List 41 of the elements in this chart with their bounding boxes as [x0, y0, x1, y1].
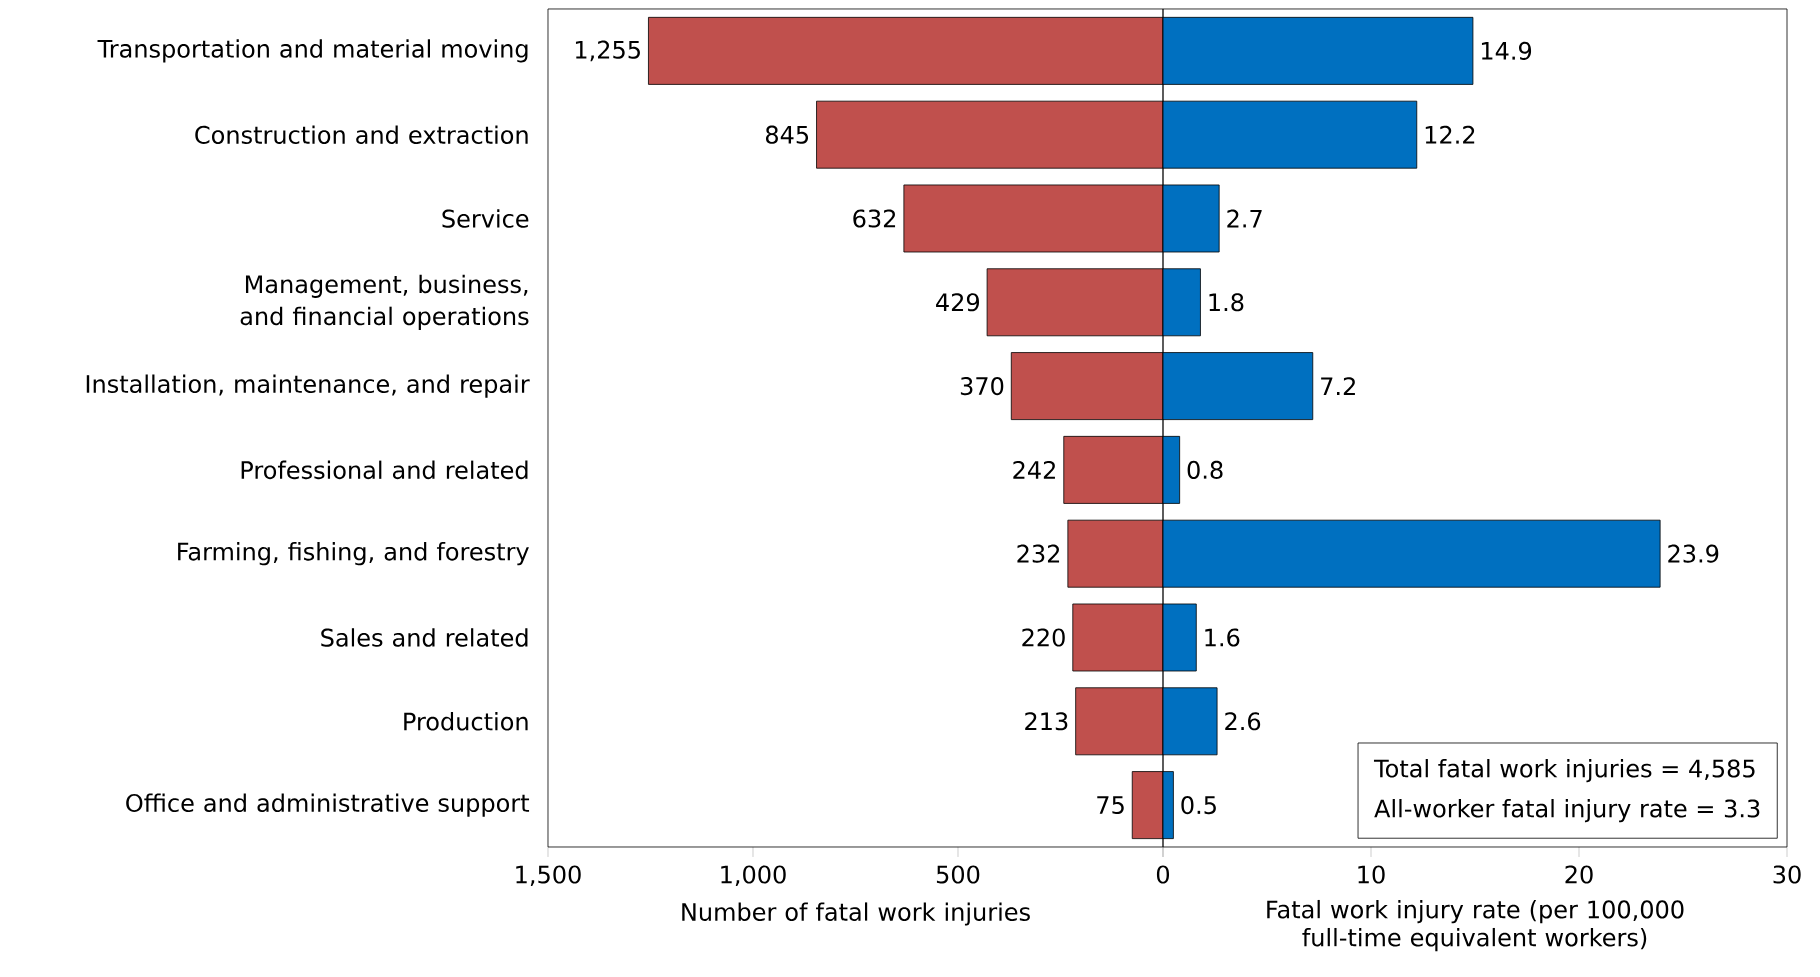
- y-tick-label: Sales and related: [321, 628, 528, 647]
- y-tick-label: Service: [442, 209, 529, 228]
- y-tick-label: Production: [404, 712, 528, 731]
- data-label: 2.6: [1225, 712, 1261, 731]
- data-label: 220: [1022, 628, 1065, 647]
- data-label: 75: [1097, 796, 1124, 815]
- data-label: 1.6: [1205, 628, 1240, 647]
- data-label: 370: [960, 377, 1004, 396]
- y-tick-label: Management, business, and financial operations: [240, 274, 529, 330]
- x-tick-label: 1,000: [721, 865, 786, 886]
- data-label: 0.5: [1181, 796, 1216, 815]
- annotation: Total fatal work injuries = 4,585: [1373, 759, 1755, 783]
- y-tick-label: Construction and extraction: [195, 125, 528, 144]
- data-label: 213: [1025, 712, 1068, 731]
- x-tick-label: 20: [1565, 865, 1593, 884]
- data-label: 14.9: [1481, 41, 1532, 60]
- y-tick-label: Farming, fishing, and forestry: [178, 542, 529, 566]
- y-tick-label: Transportation and material moving: [97, 39, 528, 63]
- x-tick-label: 500: [936, 865, 980, 884]
- data-label: 632: [853, 209, 896, 228]
- data-label: 242: [1013, 460, 1055, 479]
- data-label: 2.7: [1227, 209, 1262, 228]
- data-label: 1,255: [575, 40, 640, 62]
- x-axis-title: Number of fatal work injuries: [682, 902, 1030, 926]
- y-tick-label: Installation, maintenance, and repair: [86, 374, 530, 398]
- data-label: 845: [765, 125, 809, 144]
- x-axis-title: Fatal work injury rate (per 100,000 full-time equivalent workers): [1267, 899, 1684, 952]
- data-label: 12.2: [1425, 125, 1475, 144]
- y-tick-label: Office and administrative support: [126, 793, 530, 817]
- data-label: 429: [936, 293, 979, 312]
- y-tick-label: Professional and related: [241, 460, 528, 480]
- data-label: 1.8: [1209, 293, 1244, 312]
- x-tick-label: 0: [1156, 865, 1170, 884]
- data-label: 7.2: [1321, 377, 1355, 395]
- data-label: 232: [1017, 544, 1060, 563]
- x-tick-label: 10: [1358, 865, 1385, 884]
- x-tick-label: 30: [1773, 865, 1801, 884]
- annotation: All-worker fatal injury rate = 3.3: [1374, 799, 1760, 823]
- x-tick-label: 1,500: [516, 865, 581, 886]
- data-label: 23.9: [1668, 544, 1719, 563]
- data-label: 0.8: [1187, 460, 1223, 479]
